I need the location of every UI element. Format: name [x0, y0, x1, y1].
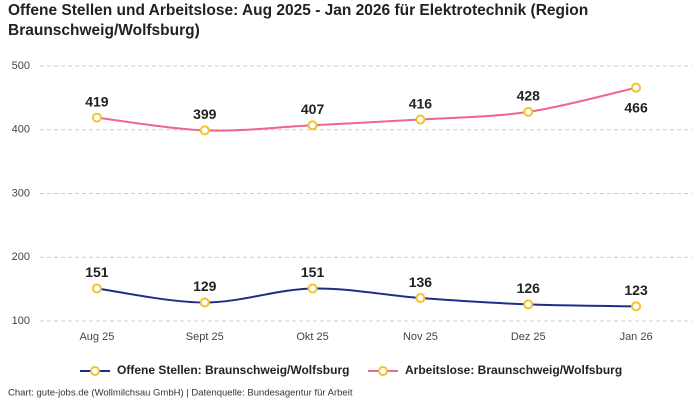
- data-label: 123: [624, 282, 648, 298]
- data-label: 151: [301, 264, 325, 280]
- data-label: 416: [409, 95, 433, 111]
- point: [199, 297, 210, 308]
- y-tick-label: 300: [12, 187, 30, 199]
- source: Chart: gute-jobs.de (Wollmilchsau GmbH) …: [8, 388, 353, 399]
- point: [415, 114, 426, 125]
- y-tick-label: 500: [12, 60, 30, 72]
- data-label: 126: [517, 280, 541, 296]
- point: [199, 125, 210, 136]
- data-label: 399: [193, 106, 217, 122]
- x-tick-label: Nov 25: [403, 331, 438, 343]
- point: [523, 106, 534, 117]
- legend-marker: [378, 366, 388, 376]
- point: [91, 112, 102, 123]
- series-line: [96, 86, 637, 132]
- data-label: 129: [193, 278, 217, 294]
- point: [631, 82, 642, 93]
- y-tick-label: 400: [12, 124, 30, 136]
- legend-label: Arbeitslose: Braunschweig/Wolfsburg: [405, 363, 622, 377]
- x-tick-label: Jan 26: [620, 331, 653, 343]
- point: [631, 301, 642, 312]
- point: [91, 283, 102, 294]
- data-label: 466: [624, 99, 648, 115]
- data-label: 136: [409, 274, 433, 290]
- point: [307, 283, 318, 294]
- data-label: 151: [85, 264, 109, 280]
- x-tick-label: Sept 25: [186, 331, 224, 343]
- x-tick-label: Okt 25: [296, 331, 328, 343]
- x-tick-label: Dez 25: [511, 331, 546, 343]
- data-label: 407: [301, 101, 325, 117]
- y-tick-label: 200: [12, 251, 30, 263]
- series-line: [96, 287, 637, 308]
- data-label: 419: [85, 93, 109, 109]
- legend-marker: [90, 366, 100, 376]
- legend-label: Offene Stellen: Braunschweig/Wolfsburg: [117, 363, 349, 377]
- y-tick-label: 100: [12, 315, 30, 327]
- point: [307, 120, 318, 131]
- point: [523, 299, 534, 310]
- chart-title: Offene Stellen und Arbeitslose: Aug 2025…: [8, 2, 589, 39]
- x-tick-label: Aug 25: [79, 331, 114, 343]
- point: [415, 293, 426, 304]
- data-label: 428: [517, 88, 541, 104]
